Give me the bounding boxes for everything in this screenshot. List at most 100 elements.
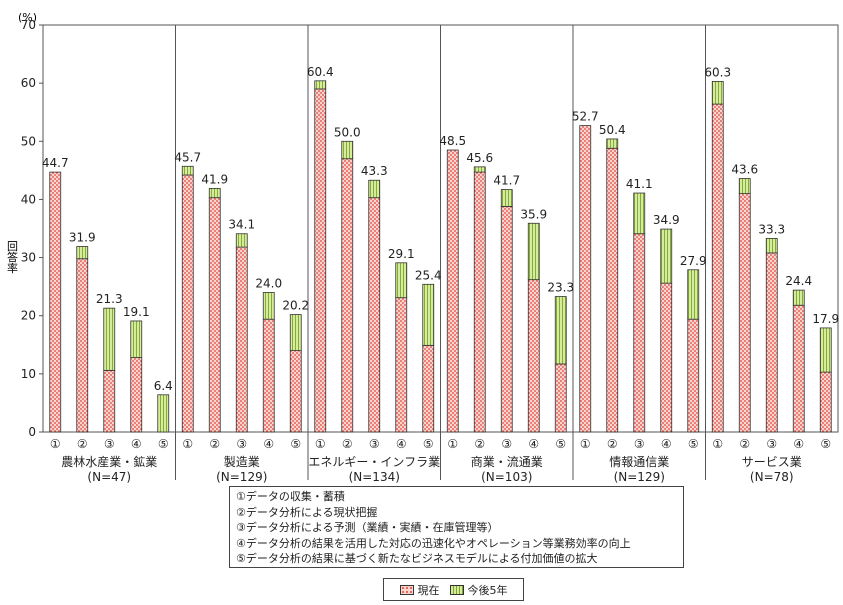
bar-number-label: ① [580, 437, 591, 451]
bar-future [687, 269, 700, 320]
bar-value-label: 21.3 [96, 292, 123, 306]
bar-current [792, 304, 805, 433]
y-tick-label: 20 [21, 309, 36, 323]
bar-value-label: 27.9 [680, 254, 707, 268]
bar-current [500, 206, 513, 433]
bar-current [422, 344, 435, 433]
group-label: 商業・流通業 [471, 454, 543, 469]
bar-current [314, 88, 327, 433]
bar-value-label: 48.5 [439, 134, 466, 148]
bar-number-label: ⑤ [423, 437, 434, 451]
bar-current [446, 149, 459, 433]
bar-value-label: 41.9 [201, 172, 228, 186]
bar-future [527, 222, 540, 281]
bar-future [341, 140, 354, 160]
bar-value-label: 25.4 [415, 268, 442, 282]
bar-value-label: 23.3 [547, 281, 574, 295]
bar-number-label: ① [447, 437, 458, 451]
bar-value-label: 43.6 [731, 162, 758, 176]
y-tick-label: 0 [28, 425, 36, 439]
group-n-label: (N=129) [614, 470, 665, 484]
y-tick-label: 50 [21, 134, 36, 148]
bar-number-label: ② [342, 437, 353, 451]
bar-future [368, 179, 381, 199]
bar-value-label: 24.0 [255, 276, 282, 290]
bar-value-label: 50.4 [599, 123, 626, 137]
bar-current [473, 171, 486, 433]
bar-current [765, 252, 778, 433]
bar-number-label: ② [607, 437, 618, 451]
legend: 現在 今後5年 [383, 578, 524, 601]
bar-number-label: ② [739, 437, 750, 451]
bar-future [235, 233, 248, 248]
group-label: 情報通信業 [609, 455, 669, 469]
legend-swatch-future [449, 584, 464, 595]
note-item-5: ⑤データ分析の結果に基づく新たなビジネスモデルによる付加価値の拡大 [236, 552, 598, 565]
group-n-label: (N=47) [87, 470, 131, 484]
y-tick-label: 70 [21, 18, 36, 32]
bar-future [738, 178, 751, 195]
bar-current [130, 357, 143, 433]
bar-future [500, 189, 513, 207]
bar-current [289, 350, 302, 433]
bar-current [208, 197, 221, 433]
bar-current [181, 174, 194, 433]
bar-future [765, 237, 778, 254]
bar-number-label: ⑤ [158, 437, 169, 451]
legend-label-current: 現在 [417, 583, 440, 597]
bar-value-label: 41.7 [493, 174, 520, 188]
bar-future [711, 80, 724, 105]
stacked-bar-chart: (%) 回答率 0 10 20 30 40 50 60 70 44.7 ① 31.9 ② 21.3 ③ 1… [6, 11, 840, 484]
bar-current [819, 371, 832, 433]
bar-future [792, 289, 805, 306]
bar-value-label: 60.4 [307, 65, 334, 79]
bar-future [660, 228, 673, 284]
bar-value-label: 33.3 [758, 222, 785, 236]
y-unit-label: (%) [18, 11, 37, 24]
bar-current [395, 297, 408, 433]
bar-future [314, 80, 327, 90]
y-tick-label: 10 [21, 367, 36, 381]
bar-current [554, 363, 567, 433]
bar-number-label: ① [182, 437, 193, 451]
bar-number-label: ② [77, 437, 88, 451]
bar-future [262, 292, 275, 320]
bar-value-label: 44.7 [42, 156, 69, 170]
bar-number-label: ② [474, 437, 485, 451]
legend-item-current: 現在 [399, 582, 440, 598]
bar-current [103, 369, 116, 433]
bar-current [76, 258, 89, 433]
bar-value-label: 50.0 [334, 125, 361, 139]
legend-label-future: 今後5年 [467, 583, 508, 597]
note-item-3: ③データ分析による予測（業績・実績・在庫管理等） [236, 521, 499, 534]
bar-current [711, 103, 724, 433]
note-item-2: ②データ分析による現状把握 [236, 505, 378, 519]
group-label: サービス業 [742, 455, 802, 469]
bar-current [235, 246, 248, 433]
bar-current [368, 197, 381, 433]
bar-value-label: 41.1 [626, 177, 653, 191]
bar-value-label: 52.7 [572, 110, 599, 124]
group-n-label: (N=129) [216, 470, 267, 484]
bar-number-label: ⑤ [290, 437, 301, 451]
bar-value-label: 19.1 [123, 305, 150, 319]
bar-number-label: ① [712, 437, 723, 451]
bar-current [606, 147, 619, 433]
bar-future [103, 307, 116, 371]
legend-item-future: 今後5年 [449, 582, 508, 598]
bar-number-label: ① [315, 437, 326, 451]
bar-number-label: ④ [661, 437, 672, 451]
bar-value-label: 17.9 [812, 312, 839, 326]
bar-future [473, 166, 486, 173]
group-label: 製造業 [224, 455, 260, 469]
bar-value-label: 6.4 [154, 379, 173, 393]
bar-current [738, 193, 751, 433]
bar-number-label: ① [50, 437, 61, 451]
bar-number-label: ④ [396, 437, 407, 451]
bar-current [660, 282, 673, 433]
bar-number-label: ④ [131, 437, 142, 451]
bar-value-label: 29.1 [388, 247, 415, 261]
group-n-label: (N=78) [750, 470, 794, 484]
bar-number-label: ④ [528, 437, 539, 451]
bar-future [633, 192, 646, 235]
